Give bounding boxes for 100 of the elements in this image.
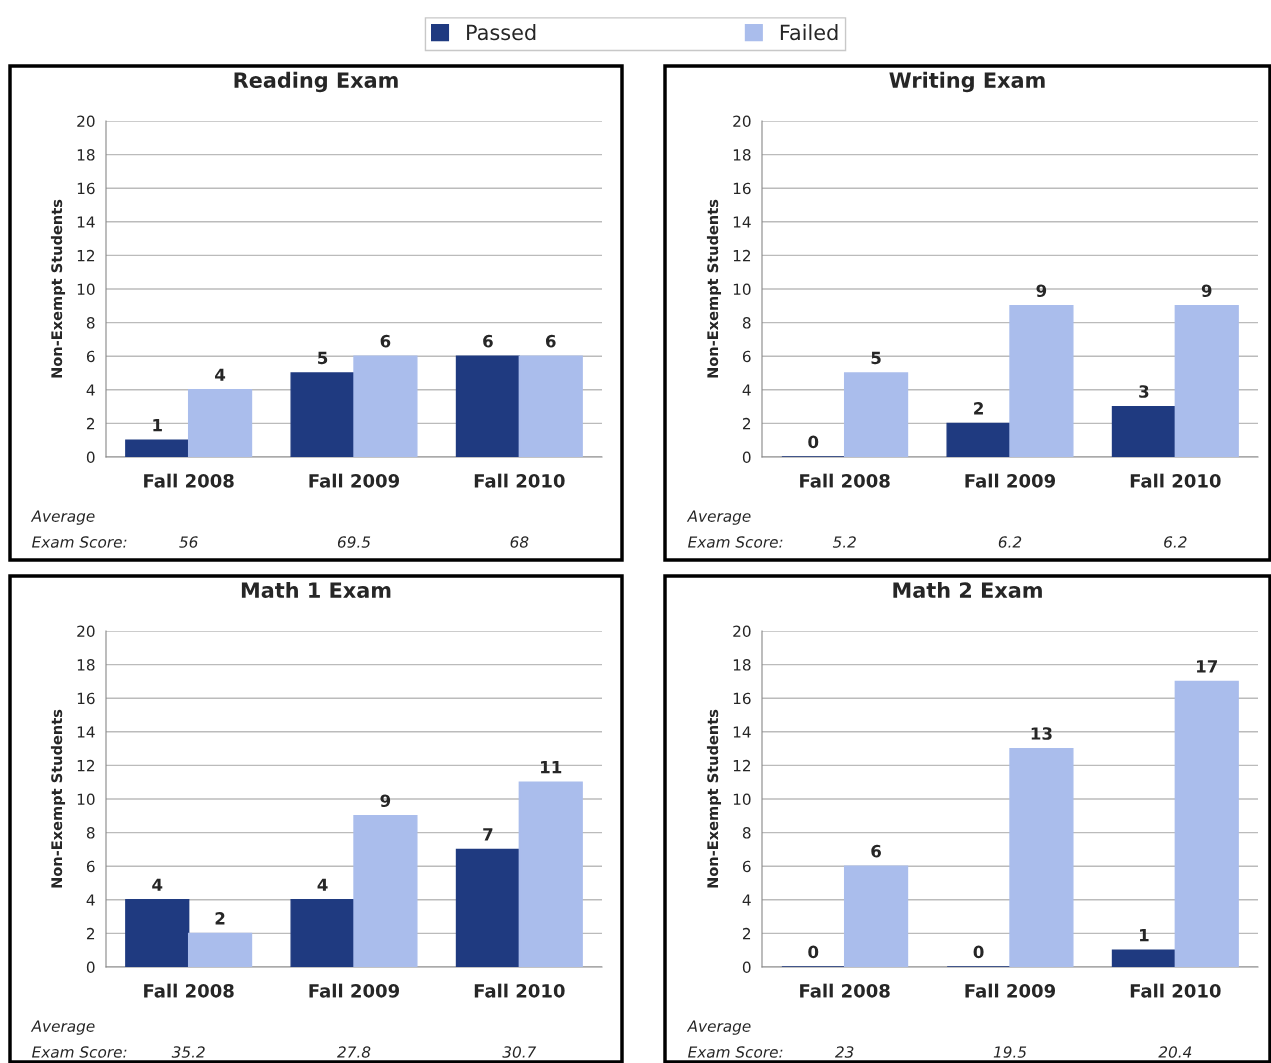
y-tick-label: 6: [742, 350, 751, 363]
x-tick-label: Fall 2010: [1130, 473, 1221, 488]
data-label: 2: [974, 402, 983, 415]
y-tick-label: 16: [733, 182, 751, 195]
data-label: 2: [215, 912, 225, 925]
bar: [290, 899, 355, 967]
data-label: 0: [808, 435, 819, 449]
data-label: 17: [1197, 660, 1218, 673]
x-tick-label: Fall 2009: [965, 473, 1056, 488]
y-tick-label: 10: [77, 283, 95, 296]
bar: [187, 932, 253, 967]
y-tick-label: 14: [77, 216, 95, 228]
data-label: 0: [973, 945, 984, 959]
bar: [843, 372, 909, 457]
x-tick-label: Fall 2009: [309, 983, 400, 998]
text: Exam Score:: [688, 536, 783, 548]
data-label: 4: [152, 878, 163, 891]
legend-label: Failed: [780, 24, 838, 41]
x-tick-label: Fall 2010: [1130, 983, 1221, 998]
y-tick-label: 20: [77, 115, 95, 128]
y-tick-label: 16: [733, 692, 751, 705]
bar: [187, 389, 253, 457]
text: 56: [179, 536, 198, 548]
y-tick-label: 20: [733, 115, 751, 128]
data-label: 7: [483, 828, 493, 841]
bar: [1111, 949, 1177, 967]
bar: [125, 439, 190, 457]
data-label: 1: [1140, 929, 1149, 942]
x-tick-label: Fall 2009: [309, 473, 400, 488]
y-tick-label: 10: [77, 793, 95, 806]
x-tick-label: Fall 2009: [965, 983, 1056, 998]
y-tick-label: 8: [742, 317, 751, 329]
data-label: 9: [1036, 284, 1047, 298]
y-axis-title: Non-Exempt Students: [706, 199, 722, 378]
y-tick-label: 2: [742, 417, 751, 430]
text: 30.7: [502, 1046, 537, 1058]
x-tick-label: Fall 2008: [800, 473, 890, 488]
data-label: 11: [541, 761, 562, 774]
y-axis-title: Non-Exempt Students: [706, 709, 722, 888]
chart-title: Math 2 Exam: [893, 581, 1042, 599]
x-tick-label: Fall 2008: [800, 983, 890, 998]
y-tick-label: 12: [733, 249, 751, 262]
data-label: 5: [318, 351, 328, 365]
text: 27.8: [337, 1046, 371, 1058]
x-tick-label: Fall 2010: [474, 473, 565, 488]
y-tick-label: 18: [77, 659, 95, 671]
data-label: 9: [380, 794, 391, 808]
y-tick-label: 14: [733, 726, 751, 738]
text: 6.2: [998, 536, 1022, 548]
y-tick-label: 14: [733, 216, 751, 228]
text: Exam Score:: [32, 536, 127, 548]
y-tick-label: 0: [86, 451, 95, 464]
text: Average: [686, 510, 751, 525]
y-tick-label: 10: [733, 793, 751, 806]
y-tick-label: 20: [733, 625, 751, 638]
data-label: 1: [153, 419, 162, 432]
y-tick-label: 0: [742, 451, 751, 464]
text: Average: [686, 1020, 751, 1035]
y-tick-label: 4: [86, 384, 95, 396]
bar: [946, 422, 1011, 457]
data-label: 9: [1201, 284, 1212, 298]
data-label: 6: [483, 334, 493, 348]
x-tick-label: Fall 2010: [474, 983, 565, 998]
y-tick-label: 18: [77, 149, 95, 161]
text: Average: [30, 1020, 95, 1035]
bar: [353, 355, 418, 457]
data-label: 4: [317, 878, 328, 891]
y-tick-label: 16: [77, 182, 95, 195]
y-tick-label: 2: [86, 927, 95, 940]
y-tick-label: 6: [742, 860, 751, 873]
y-tick-label: 4: [742, 894, 751, 906]
bar: [518, 355, 583, 457]
x-tick-label: Fall 2008: [144, 473, 234, 488]
y-tick-label: 12: [77, 759, 95, 772]
y-axis-title: Non-Exempt Students: [50, 199, 66, 378]
text: 68: [510, 536, 529, 548]
y-tick-label: 12: [77, 249, 95, 262]
legend-label: Passed: [467, 24, 536, 41]
text: Exam Score:: [688, 1046, 783, 1058]
bar: [455, 848, 521, 967]
text: Average: [30, 510, 95, 525]
data-label: 6: [380, 334, 391, 348]
text: 69.5: [337, 536, 371, 548]
y-tick-label: 0: [742, 961, 751, 974]
data-label: 6: [871, 844, 881, 858]
x-tick-label: Fall 2008: [144, 983, 234, 998]
y-tick-label: 18: [733, 149, 751, 161]
chart-title: Writing Exam: [889, 71, 1045, 93]
y-axis-title: Non-Exempt Students: [50, 709, 66, 888]
data-label: 3: [1139, 385, 1149, 398]
y-tick-label: 6: [86, 860, 95, 873]
text: 35.2: [171, 1046, 205, 1058]
y-tick-label: 4: [742, 384, 751, 396]
bar: [1111, 405, 1177, 457]
chart-title: Math 1 Exam: [241, 581, 391, 599]
y-tick-label: 6: [86, 350, 95, 363]
y-tick-label: 18: [733, 659, 751, 671]
chart-title: Reading Exam: [234, 71, 398, 93]
y-tick-label: 4: [86, 894, 95, 906]
y-tick-label: 14: [77, 726, 95, 738]
